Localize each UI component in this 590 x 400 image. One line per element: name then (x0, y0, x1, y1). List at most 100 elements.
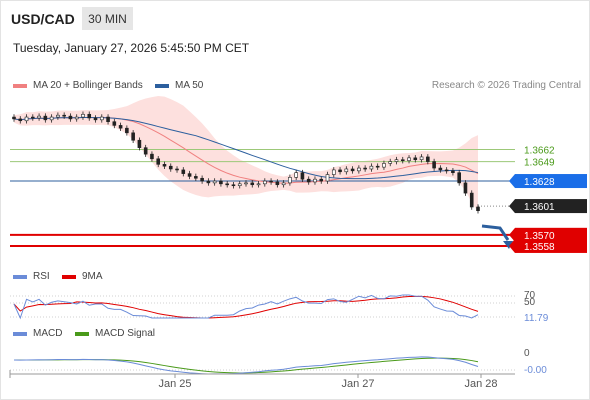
rsi-swatch (13, 274, 27, 279)
candle (300, 169, 305, 182)
candle-body (419, 156, 424, 161)
candle (357, 165, 361, 174)
time-axis: Jan 25 Jan 27 Jan 28 (9, 370, 515, 390)
candle (463, 180, 468, 196)
candle (469, 190, 474, 210)
candle (231, 181, 236, 189)
candle (24, 114, 29, 124)
candle (125, 125, 129, 136)
candle (256, 181, 261, 188)
candle-body (37, 115, 41, 119)
candle-body (31, 116, 35, 119)
macd-legend-label: MACD (33, 328, 63, 339)
candle-body (206, 180, 211, 184)
current-price-label: 1.3601 (524, 202, 555, 213)
candle-body (162, 164, 167, 167)
candle-body (382, 163, 386, 168)
candlesticks (12, 111, 480, 214)
candle (375, 163, 380, 170)
candle-body (81, 113, 85, 118)
candle (219, 178, 223, 187)
candle-body (24, 116, 29, 122)
time-label-jan28: Jan 28 (464, 378, 497, 390)
candle-body (375, 165, 380, 168)
candle (99, 114, 104, 123)
candle-body (288, 177, 292, 184)
macd-current-value: -0.00 (524, 365, 547, 376)
rsi-legend-label: RSI (33, 271, 50, 282)
moving-averages (13, 116, 479, 184)
candle (419, 154, 424, 163)
legend-macd: MACD (13, 328, 62, 339)
candle-body (93, 117, 98, 121)
candle-body (444, 169, 449, 172)
candle (31, 114, 35, 121)
candle (281, 180, 286, 188)
candle-body (294, 172, 298, 178)
candle (143, 144, 148, 157)
candle (118, 122, 123, 131)
candle (56, 112, 60, 120)
level-label-1.3570: 1.3570 (524, 231, 555, 242)
candle (319, 176, 324, 184)
candle-body (112, 121, 117, 126)
candle (12, 114, 16, 122)
candle-body (99, 116, 104, 121)
candle-body (281, 182, 286, 186)
candle-body (388, 161, 393, 164)
candle (237, 181, 242, 189)
candle-body (369, 165, 374, 170)
rsi-line (13, 294, 479, 320)
candle-body (74, 116, 79, 120)
macd-panel: 0 -0.00 (10, 348, 547, 376)
rsi-ma-swatch (62, 274, 76, 279)
candle-body (56, 114, 60, 118)
candle-body (457, 172, 461, 184)
bollinger-band-fill (14, 96, 478, 213)
candle-body (212, 180, 217, 184)
candle (18, 116, 23, 124)
candle (62, 112, 66, 119)
time-label-jan25: Jan 25 (158, 378, 191, 390)
candle (212, 178, 217, 186)
candle-body (350, 168, 355, 172)
candle-body (300, 172, 305, 180)
forecast-arrow-head (503, 241, 513, 249)
rsi-tick-50: 50 (524, 297, 536, 308)
rsi-tick-70: 70 (524, 290, 536, 301)
candle (369, 163, 374, 172)
candle (350, 166, 355, 174)
candle-body (181, 169, 186, 174)
candle (181, 167, 186, 177)
candle (187, 170, 192, 180)
candle (306, 176, 311, 185)
candle (338, 167, 342, 175)
candle (394, 156, 399, 165)
candle (438, 165, 443, 173)
candle-body (125, 127, 129, 134)
level-badge-1.3558 (515, 238, 587, 253)
level-badge-1.3570 (515, 227, 587, 242)
candle (68, 113, 73, 122)
candle-body (43, 115, 48, 121)
ma20-legend-label: MA 20 + Bollinger Bands (33, 80, 143, 91)
candle (325, 171, 330, 184)
candle (175, 166, 179, 173)
candle (407, 155, 411, 164)
candle-body (49, 116, 54, 121)
datetime-label: Tuesday, January 27, 2026 5:45:50 PM CET (13, 41, 250, 55)
candle-body (118, 125, 123, 129)
candle-body (426, 156, 430, 162)
timeframe-button[interactable]: 30 MIN (82, 7, 133, 30)
candle-body (306, 178, 311, 183)
candle-body (87, 113, 92, 119)
candle (250, 180, 255, 188)
candle (451, 168, 455, 176)
candle-body (344, 168, 349, 173)
candle-body (150, 153, 154, 160)
candle-body (357, 167, 361, 172)
candle-body (12, 116, 16, 120)
candle (93, 115, 98, 123)
candle (49, 114, 54, 123)
